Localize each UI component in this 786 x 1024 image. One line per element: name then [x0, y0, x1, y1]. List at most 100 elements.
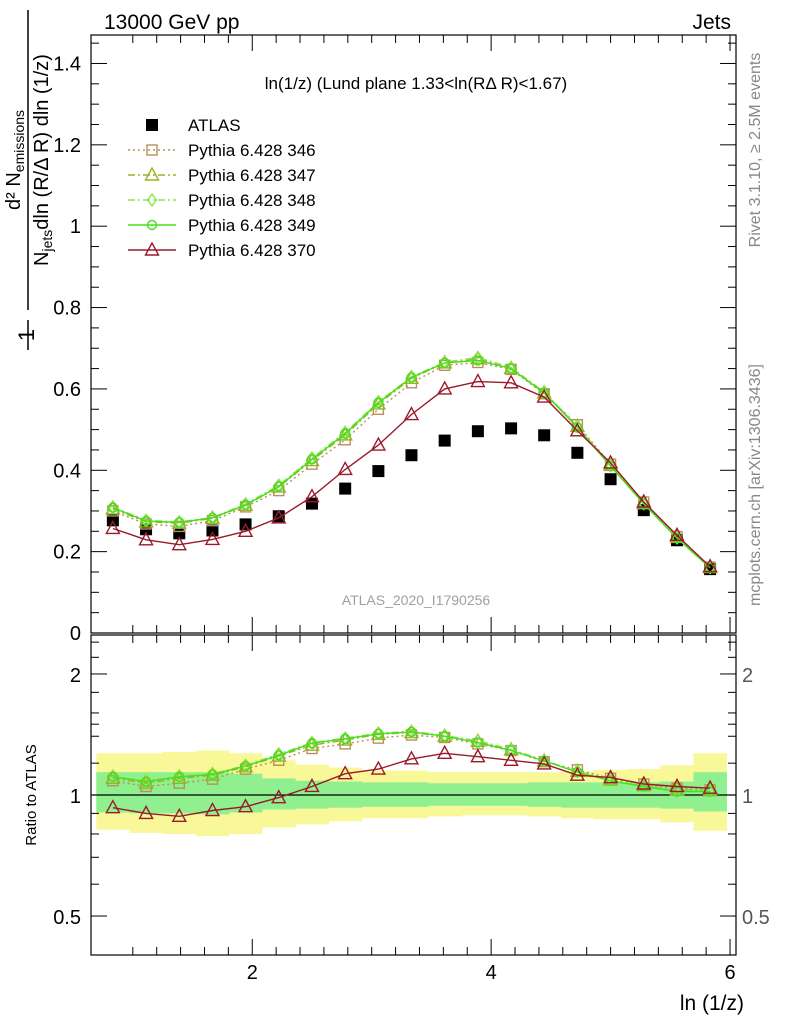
ratio-series-4-line [112, 752, 711, 818]
legend-marker [144, 166, 160, 181]
ratio-series-3-point [174, 771, 185, 782]
ratio-series-3-point [339, 733, 351, 744]
ratio-series-2-point [439, 728, 451, 743]
ratio-uncertainty-band-1 [96, 772, 727, 815]
x-tick-label: 4 [486, 962, 497, 984]
ratio-y-tick-label: 2 [70, 665, 81, 687]
ratio-series-3-point [240, 760, 251, 772]
main-plot-title: ln(1/z) (Lund plane 1.33<ln(RΔ R)<1.67) [265, 74, 567, 93]
main-y-tick-label: 0.6 [53, 379, 81, 401]
main-series-2 [105, 350, 718, 574]
main-series-5-point [304, 488, 320, 503]
main-panel: 0 0.2 0.4 0.6 0.8 1 1.2 1.4 ln(1/z) (Lund plane… [3, 10, 737, 645]
main-series-5-point [569, 422, 586, 437]
main-series-4-point [306, 454, 318, 465]
main-series-4-point [174, 517, 185, 528]
ratio-series-3-point [107, 771, 119, 782]
main-series-0-point [505, 422, 518, 435]
main-series-4-point [505, 363, 517, 374]
ratio-series-4-point [171, 807, 187, 823]
ratio-series-3-point [306, 738, 318, 749]
main-series-5-point [436, 380, 453, 395]
ratio-series-3-point [505, 745, 517, 756]
ratio-series-3-point [704, 786, 716, 797]
ratio-series-2-point [306, 735, 318, 750]
ratio-series-3-point [439, 731, 450, 742]
main-series-4-point [140, 515, 152, 527]
rivet-label: Rivet 3.1.10, ≥ 2.5M events [747, 53, 764, 248]
main-series-0-point [372, 465, 385, 478]
main-series-5-point [204, 530, 221, 546]
main-series-5-point [138, 531, 154, 546]
ratio-series-4-point [304, 778, 320, 793]
legend-label: Pythia 6.428 349 [188, 216, 316, 235]
main-series-5-point [636, 493, 652, 508]
ratio-series-4-point [636, 775, 652, 790]
main-series-4-point [273, 481, 284, 492]
ratio-series-4-point [138, 804, 154, 820]
ratio-series-2-point [339, 730, 351, 746]
ratio-series-4-point [204, 802, 221, 817]
ratio-series-4-point [337, 765, 353, 780]
legend-marker [146, 219, 158, 231]
main-y-tick-label: 0.8 [53, 298, 81, 320]
main-series-5-point [602, 454, 619, 469]
ratio-series-4-point [602, 769, 619, 784]
ratio-series-4-point [702, 779, 718, 794]
main-series-5-point [503, 374, 519, 389]
main-series-3 [107, 350, 716, 575]
main-y-tick-label: 1.4 [53, 53, 81, 75]
legend-entry: Pythia 6.428 346 [128, 141, 316, 160]
legend-label: Pythia 6.428 346 [188, 141, 316, 160]
svg-text:1: 1 [14, 329, 39, 341]
ratio-y-axis-label: Ratio to ATLAS [23, 744, 40, 845]
ratio-series-4-point [669, 778, 685, 793]
main-series-0-point [173, 527, 186, 540]
legend-entry: Pythia 6.428 370 [128, 241, 316, 260]
legend-label: Pythia 6.428 347 [188, 166, 316, 185]
analysis-label: ATLAS_2020_I1790256 [342, 592, 491, 608]
main-series-4-point [207, 512, 218, 524]
mcplots-label: mcplots.cern.ch [arXiv:1306.3436] [747, 364, 764, 606]
legend-entry: Pythia 6.428 347 [128, 166, 316, 185]
category-label: Jets [692, 11, 731, 34]
main-series-5-point [536, 388, 552, 403]
ratio-series-2-point [373, 725, 384, 741]
ratio-y-tick-label-right: 2 [742, 665, 753, 687]
main-series-0 [106, 422, 717, 576]
main-series-3-point [472, 350, 484, 365]
legend-entry: Pythia 6.428 349 [128, 216, 316, 235]
main-series-0-point [471, 425, 484, 438]
main-series-3-point [173, 514, 185, 530]
ratio-y-tick-label-right: 1 [742, 786, 753, 808]
main-series-4-point [472, 355, 484, 366]
main-series-4-point [406, 372, 417, 383]
main-y-axis-label: d² Nemissions Njetsdln (R/Δ R) dln (1/z)… [3, 10, 55, 350]
ratio-series-4-point [403, 750, 420, 765]
main-series-3-line [112, 356, 711, 569]
svg-text:d² Nemissions: d² Nemissions [3, 110, 27, 210]
main-series-0-point [405, 449, 418, 462]
main-series-2-line [112, 358, 711, 569]
main-series-3-point [207, 510, 218, 525]
ratio-series-3-point [472, 737, 484, 748]
main-series-5-point [669, 526, 685, 542]
legend-entry: ATLAS [146, 116, 241, 135]
main-series-5-point [337, 460, 353, 476]
main-series-0-point [305, 497, 318, 510]
main-series-4-point [107, 502, 119, 513]
main-series-4-point [339, 428, 351, 439]
ratio-series-4-point [237, 798, 254, 813]
main-series-1-line [112, 361, 711, 568]
main-series-4-point [240, 499, 251, 511]
main-series-5-point [171, 536, 187, 551]
legend-label: Pythia 6.428 348 [188, 191, 316, 210]
ratio-series-3-point [406, 726, 417, 738]
legend-marker [146, 192, 158, 208]
main-series-0-point [538, 429, 551, 442]
main-y-tick-label: 1 [70, 216, 81, 238]
ratio-series-4-point [105, 799, 121, 814]
main-y-tick-label: 0 [70, 623, 81, 645]
main-series-5-point [470, 373, 486, 388]
